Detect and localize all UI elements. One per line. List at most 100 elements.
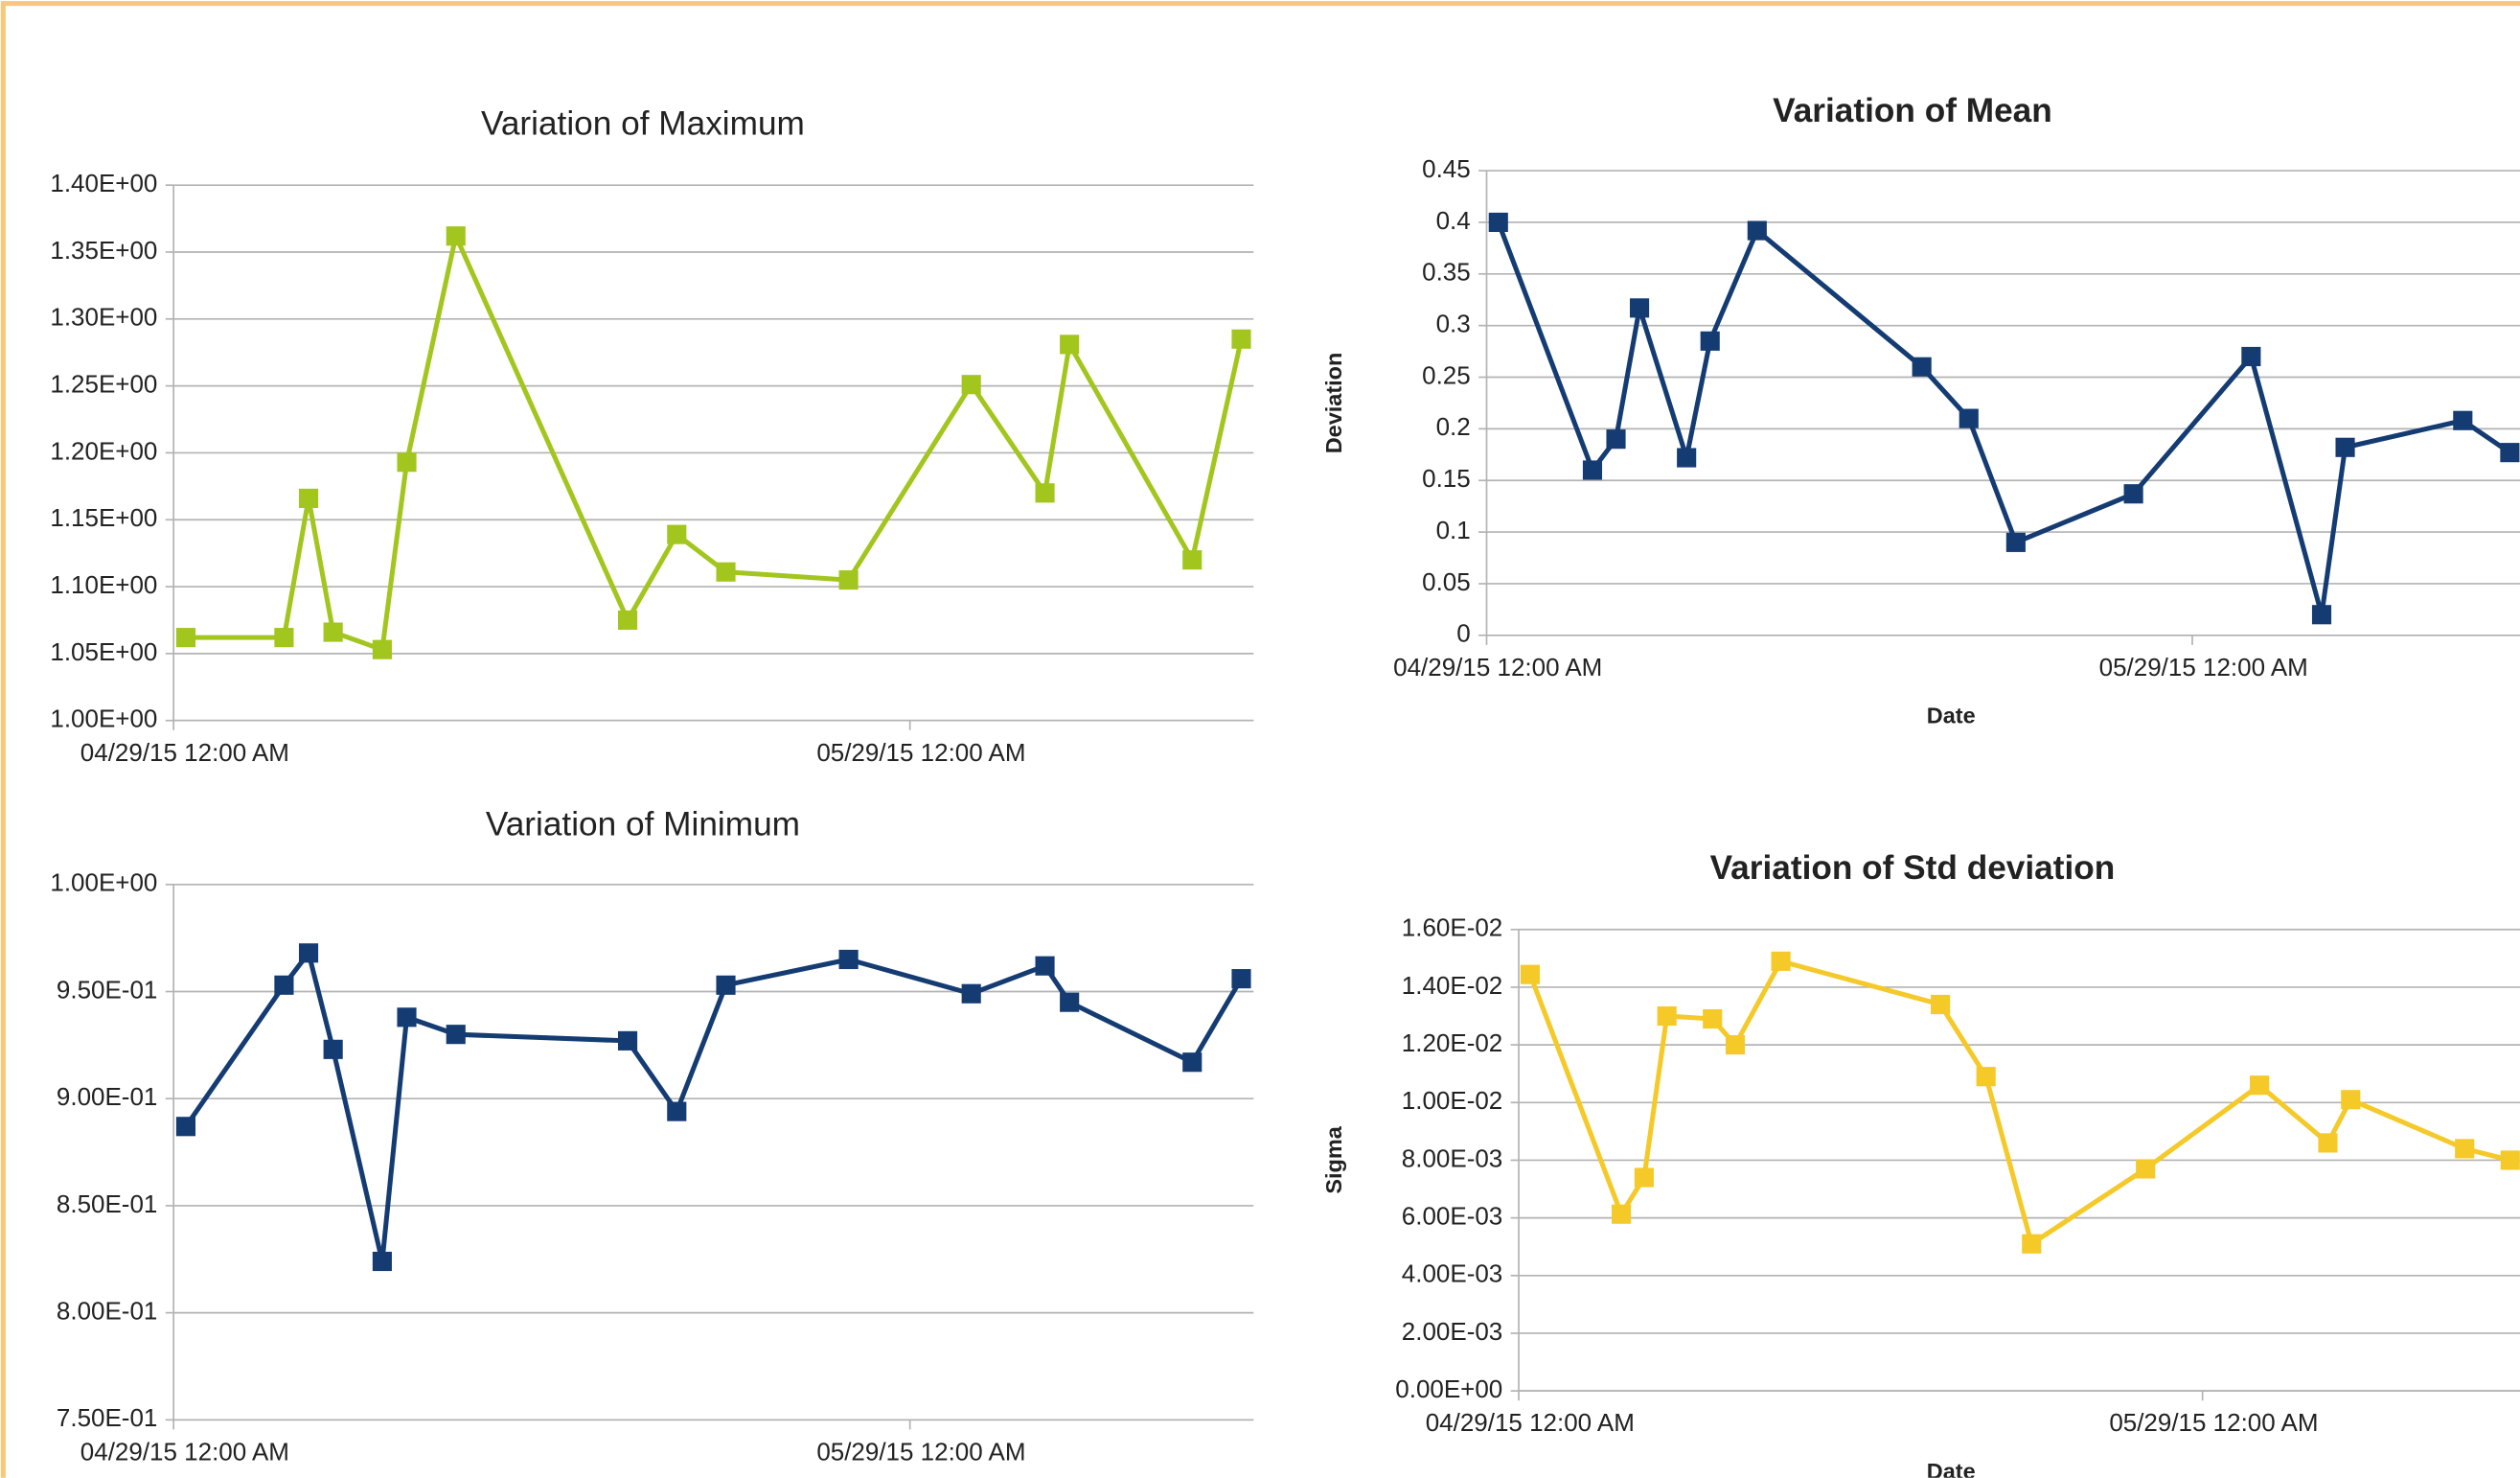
point-marker [667, 524, 687, 544]
point-marker [2318, 1133, 2338, 1153]
y-tick-label: 9.50E-01 [57, 975, 157, 1004]
point-marker [274, 628, 294, 648]
point-marker [446, 226, 466, 246]
y-axis-title: Deviation [1321, 353, 1346, 454]
y-tick-label: 1.05E+00 [50, 637, 157, 666]
y-tick-label: 1.35E+00 [50, 236, 157, 265]
y-tick-label: 1.00E+00 [50, 868, 157, 897]
x-tick-label: 05/29/15 12:00 AM [2099, 653, 2308, 681]
chart-title: Variation of Std deviation [1710, 849, 2116, 887]
point-marker [1060, 992, 1080, 1012]
point-marker [716, 975, 736, 995]
x-axis-title: Date [1927, 1459, 1976, 1478]
y-tick-label: 8.00E-03 [1402, 1143, 1502, 1172]
y-tick-label: 2.00E-03 [1402, 1317, 1502, 1346]
point-marker [1612, 1204, 1632, 1224]
y-tick-label: 0.1 [1436, 516, 1471, 544]
y-tick-label: 1.30E+00 [50, 303, 157, 332]
y-tick-label: 1.00E-02 [1402, 1086, 1502, 1115]
point-marker [1035, 956, 1055, 976]
point-marker [2500, 443, 2520, 463]
point-marker [1630, 298, 1650, 318]
point-marker [1182, 1052, 1203, 1073]
point-marker [1582, 460, 1603, 480]
point-marker [1677, 448, 1697, 468]
y-tick-label: 1.00E+00 [50, 704, 157, 733]
chart-title: Variation of Mean [1773, 92, 2052, 129]
y-tick-label: 0.25 [1422, 360, 1471, 389]
point-marker [1488, 212, 1508, 232]
point-marker [1976, 1067, 1996, 1087]
point-marker [1931, 994, 1951, 1015]
point-marker [961, 375, 981, 395]
y-tick-label: 0.15 [1422, 464, 1471, 493]
point-marker [397, 1007, 417, 1028]
point-marker [1060, 335, 1080, 355]
point-marker [298, 488, 319, 508]
point-marker [2341, 1090, 2361, 1110]
y-tick-label: 0.4 [1436, 206, 1471, 235]
point-marker [2250, 1075, 2270, 1096]
y-tick-label: 8.50E-01 [57, 1189, 157, 1218]
y-tick-label: 1.20E-02 [1402, 1028, 1502, 1057]
point-marker [1231, 329, 1251, 349]
point-marker [372, 639, 392, 659]
point-marker [617, 610, 638, 631]
point-marker [838, 570, 859, 590]
point-marker [1700, 331, 1720, 351]
y-tick-label: 4.00E-03 [1402, 1259, 1502, 1288]
point-marker [961, 983, 981, 1004]
y-tick-label: 0 [1456, 619, 1470, 648]
x-tick-label: 04/29/15 12:00 AM [80, 1437, 289, 1466]
x-tick-label: 05/29/15 12:00 AM [2109, 1408, 2318, 1437]
point-marker [2453, 410, 2473, 430]
point-marker [1182, 550, 1203, 570]
chart: Variation of Minimum 7.50E-01 8.00E-01 8.50… [50, 806, 1254, 1466]
chart-title: Variation of Maximum [481, 104, 805, 142]
point-marker [2022, 1234, 2042, 1254]
y-tick-label: 0.35 [1422, 258, 1471, 287]
point-marker [2005, 532, 2026, 552]
point-marker [2455, 1139, 2475, 1159]
y-tick-label: 0.2 [1436, 412, 1471, 441]
x-tick-label: 04/29/15 12:00 AM [80, 738, 289, 767]
point-marker [446, 1025, 466, 1045]
x-tick-label: 05/29/15 12:00 AM [816, 738, 1025, 767]
point-marker [2500, 1150, 2520, 1170]
y-tick-label: 6.00E-03 [1402, 1201, 1502, 1230]
point-marker [1912, 357, 1932, 377]
y-tick-label: 1.25E+00 [50, 369, 157, 398]
series-line [185, 233, 1244, 653]
point-marker [617, 1030, 638, 1051]
point-marker [2311, 605, 2332, 625]
y-tick-label: 1.15E+00 [50, 503, 157, 532]
point-marker [175, 1117, 196, 1137]
y-tick-label: 1.60E-02 [1402, 913, 1502, 942]
x-tick-label: 04/29/15 12:00 AM [1393, 653, 1602, 681]
point-marker [1959, 408, 1979, 428]
point-marker [175, 628, 196, 648]
x-tick-label: 05/29/15 12:00 AM [816, 1437, 1025, 1466]
chart: Variation of Maximum 1.00E+00 1.05E+00 1.10… [50, 104, 1254, 767]
y-tick-label: 8.00E-01 [57, 1296, 157, 1325]
y-tick-label: 7.50E-01 [57, 1403, 157, 1432]
point-marker [716, 562, 736, 582]
x-tick-label: 04/29/15 12:00 AM [1426, 1408, 1635, 1437]
point-marker [2335, 437, 2355, 457]
point-marker [1634, 1167, 1654, 1188]
series-line [1527, 958, 2511, 1247]
point-marker [1703, 1008, 1723, 1029]
point-marker [1520, 964, 1541, 984]
chart-title: Variation of Minimum [486, 806, 800, 843]
point-marker [1771, 951, 1791, 971]
point-marker [1725, 1035, 1746, 1055]
point-marker [2123, 484, 2143, 504]
point-marker [323, 622, 343, 642]
point-marker [1231, 969, 1251, 989]
point-marker [838, 949, 859, 970]
point-marker [1035, 483, 1055, 503]
